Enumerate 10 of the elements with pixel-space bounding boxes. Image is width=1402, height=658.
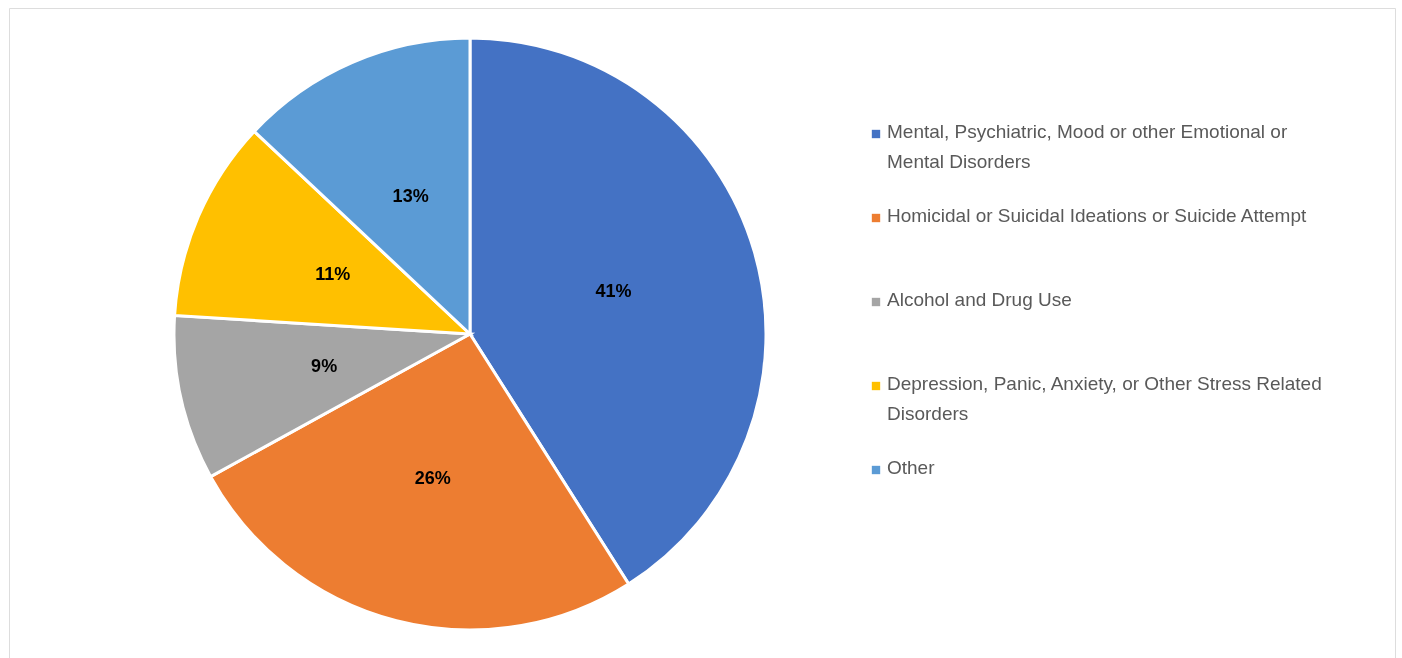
- legend-label: Homicidal or Suicidal Ideations or Suicide Attempt: [887, 205, 1307, 226]
- data-label: 11%: [315, 263, 351, 284]
- data-label: 13%: [392, 185, 429, 206]
- legend-label: Other: [887, 457, 936, 478]
- legend-label: Alcohol and Drug Use: [887, 289, 1072, 310]
- data-label: 26%: [414, 467, 451, 488]
- data-label: 41%: [595, 281, 632, 302]
- legend-label: Mental, Psychiatric, Mood or other Emotional or Mental Disorders: [887, 121, 1288, 172]
- data-label: 9%: [311, 355, 338, 376]
- legend-label: Depression, Panic, Anxiety, or Other Stress Related Disorders: [887, 373, 1322, 424]
